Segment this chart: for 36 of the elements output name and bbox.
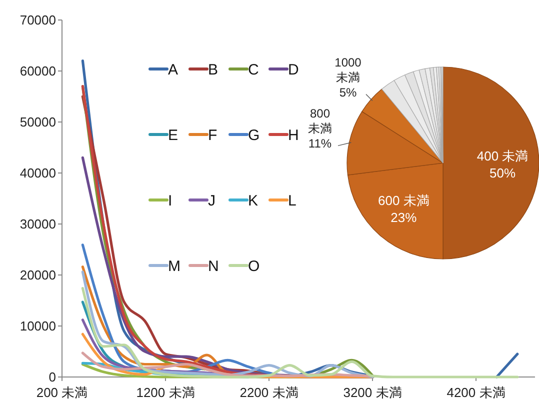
legend-label: G bbox=[248, 126, 260, 144]
legend-label: B bbox=[208, 61, 218, 78]
legend-label: J bbox=[208, 192, 216, 210]
legend-label: E bbox=[168, 126, 178, 144]
slice-label: 600 未満 bbox=[378, 193, 430, 208]
y-tick-label: 60000 bbox=[20, 64, 56, 79]
y-tick-label: 10000 bbox=[20, 318, 56, 334]
data-label: 11% bbox=[308, 136, 332, 151]
data-label: 50% bbox=[490, 165, 516, 180]
y-tick-label: 70000 bbox=[20, 12, 56, 28]
legend-label: F bbox=[208, 126, 218, 144]
x-tick-label: 2200 未満 bbox=[240, 385, 298, 400]
legend-label: A bbox=[168, 61, 178, 78]
x-tick-label: 1200 未満 bbox=[136, 385, 195, 400]
legend-label: H bbox=[288, 126, 299, 144]
slice-label: 1000 未満 bbox=[334, 55, 362, 84]
slice-label: 800 未満 bbox=[308, 106, 332, 136]
slice-label: 400 未満 bbox=[476, 148, 528, 164]
legend-label: C bbox=[248, 61, 259, 78]
y-tick-label: 0 bbox=[48, 370, 56, 385]
y-tick-label: 30000 bbox=[20, 216, 56, 232]
x-tick-label: 200 未満 bbox=[36, 385, 88, 400]
y-tick-label: 50000 bbox=[20, 114, 56, 130]
legend-label: L bbox=[288, 192, 296, 210]
data-label: 23% bbox=[390, 210, 418, 225]
legend-label: O bbox=[248, 258, 260, 275]
legend-label: M bbox=[168, 258, 180, 275]
legend-label: N bbox=[208, 258, 219, 275]
legend-label: I bbox=[168, 192, 172, 210]
legend-label: K bbox=[248, 192, 258, 210]
legend-label: D bbox=[288, 61, 299, 78]
y-tick-label: 20000 bbox=[20, 268, 56, 283]
y-tick-label: 40000 bbox=[20, 166, 56, 181]
x-tick-label: 4200 未満 bbox=[446, 385, 506, 400]
data-label: 5% bbox=[339, 85, 357, 100]
x-tick-label: 3200 未満 bbox=[343, 385, 402, 400]
